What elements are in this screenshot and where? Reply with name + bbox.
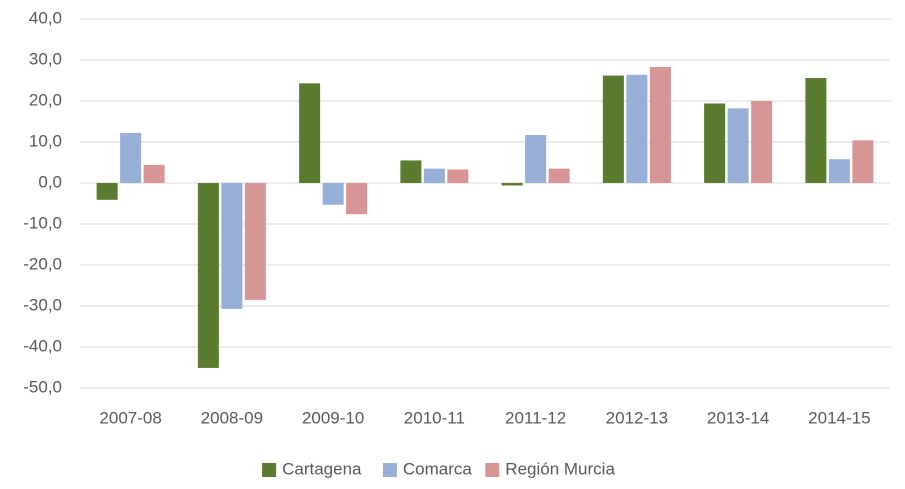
- y-tick-label: -10,0: [23, 213, 62, 232]
- y-tick-label: -40,0: [23, 336, 62, 355]
- bar: [244, 183, 266, 300]
- bar: [197, 183, 219, 368]
- x-tick-label: 2008-09: [201, 408, 263, 427]
- y-tick-label: 30,0: [29, 49, 62, 68]
- legend-swatch: [262, 463, 277, 477]
- bar: [548, 168, 570, 183]
- legend-label: Región Murcia: [505, 459, 615, 478]
- bar: [727, 108, 749, 183]
- bar: [626, 74, 648, 183]
- bar: [299, 83, 321, 183]
- x-tick-label: 2009-10: [302, 408, 364, 427]
- x-tick-label: 2007-08: [99, 408, 161, 427]
- bar: [96, 183, 118, 200]
- legend-label: Cartagena: [282, 459, 362, 478]
- bar: [221, 183, 243, 309]
- bar: [805, 78, 827, 183]
- bar: [143, 164, 165, 183]
- x-tick-label: 2010-11: [404, 408, 465, 427]
- bar: [346, 183, 368, 215]
- y-tick-label: 40,0: [29, 8, 62, 27]
- y-tick-label: 20,0: [29, 90, 62, 109]
- legend-swatch: [485, 463, 500, 477]
- x-tick-label: 2013-14: [707, 408, 769, 427]
- bar: [704, 103, 726, 183]
- bar: [322, 183, 344, 205]
- bar: [423, 168, 445, 183]
- bar: [602, 75, 624, 183]
- bar: [400, 160, 422, 183]
- bar: [649, 66, 671, 183]
- legend-swatch: [382, 463, 397, 477]
- bar: [751, 101, 773, 183]
- bar: [828, 159, 850, 183]
- bar: [120, 132, 142, 183]
- y-tick-label: -20,0: [23, 254, 62, 273]
- x-tick-label: 2014-15: [808, 408, 870, 427]
- y-tick-label: -30,0: [23, 295, 62, 314]
- legend-label: Comarca: [403, 459, 473, 478]
- bar: [525, 135, 547, 183]
- bar: [501, 183, 523, 186]
- x-tick-label: 2012-13: [606, 408, 668, 427]
- y-tick-label: 10,0: [29, 131, 62, 150]
- bar: [852, 140, 874, 183]
- bar: [447, 169, 469, 183]
- x-tick-label: 2011-12: [505, 408, 566, 427]
- y-tick-label: -50,0: [23, 377, 62, 396]
- y-tick-label: 0,0: [38, 172, 62, 191]
